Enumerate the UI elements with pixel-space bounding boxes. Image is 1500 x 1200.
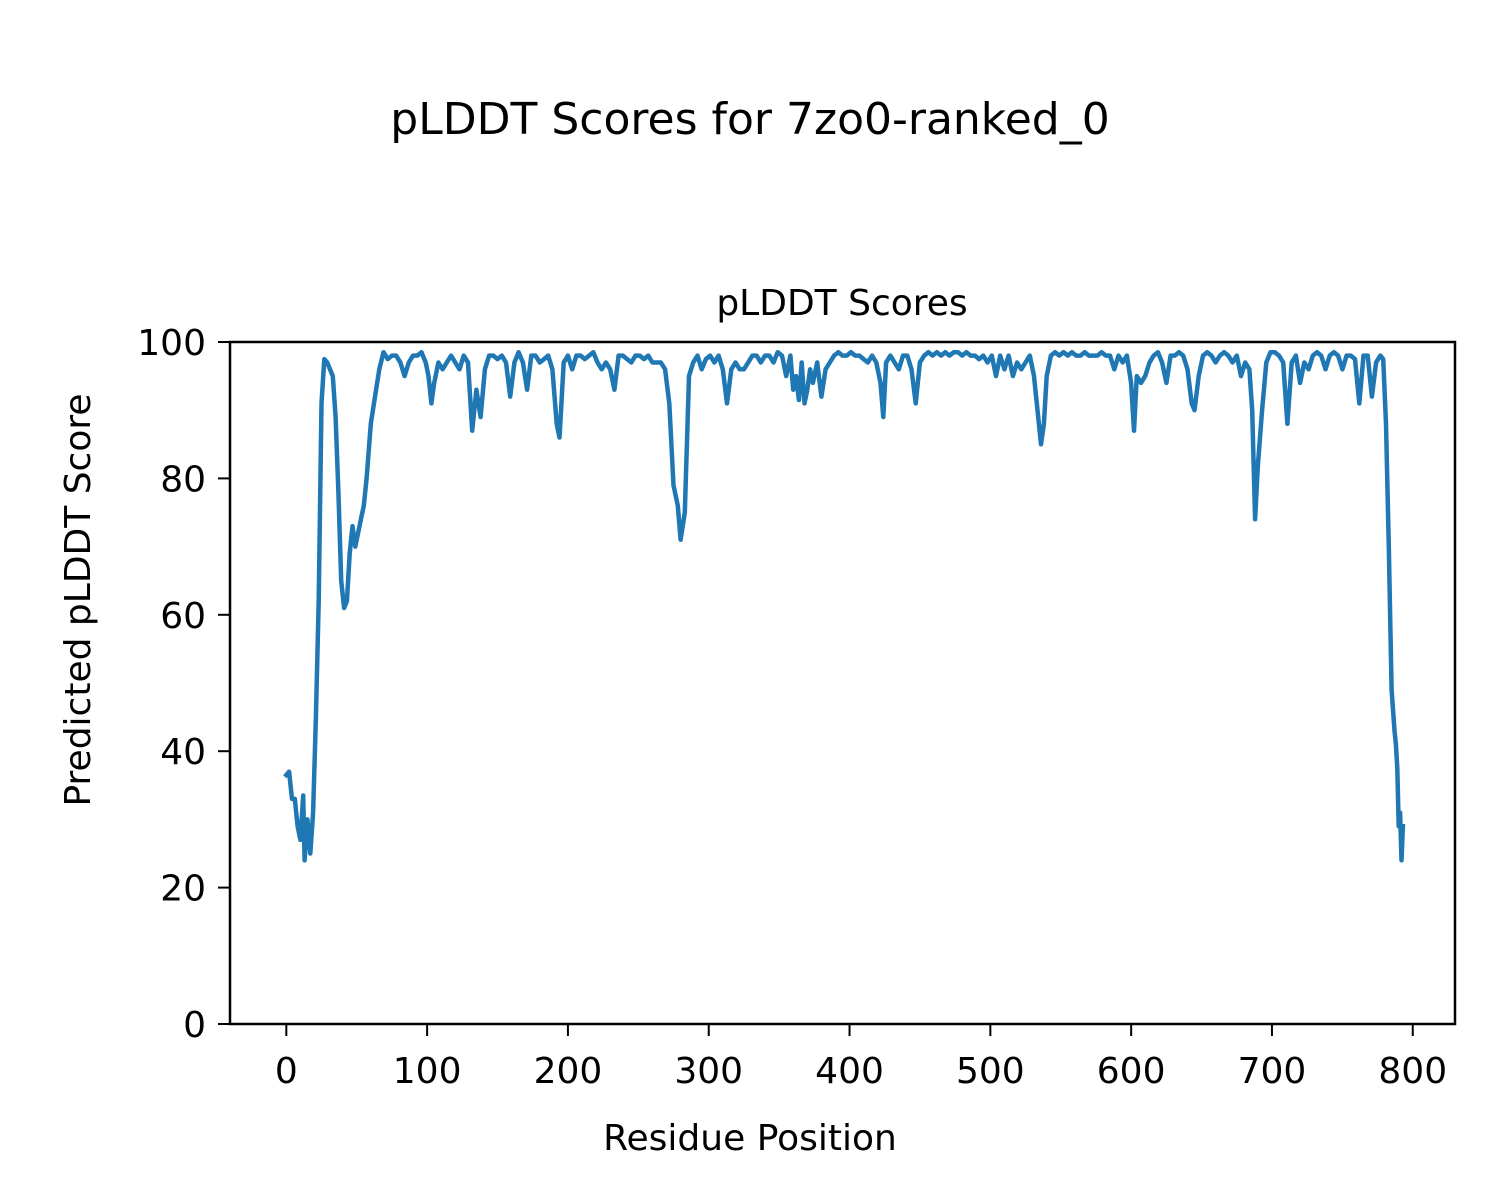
y-tick-label: 80 xyxy=(160,459,206,500)
x-tick-label: 800 xyxy=(1378,1051,1447,1092)
y-tick-label: 40 xyxy=(160,732,206,773)
y-tick-label: 20 xyxy=(160,869,206,910)
x-tick-label: 400 xyxy=(815,1051,884,1092)
y-tick-label: 0 xyxy=(183,1005,206,1046)
x-tick-label: 100 xyxy=(393,1051,462,1092)
chart-title: pLDDT Scores xyxy=(716,283,967,324)
plot-area xyxy=(283,349,1406,863)
x-tick-label: 0 xyxy=(275,1051,298,1092)
x-tick-label: 200 xyxy=(534,1051,603,1092)
x-tick-label: 700 xyxy=(1238,1051,1307,1092)
y-tick-label: 100 xyxy=(137,323,206,364)
x-tick-label: 500 xyxy=(956,1051,1025,1092)
x-tick-label: 600 xyxy=(1097,1051,1166,1092)
y-tick-label: 60 xyxy=(160,596,206,637)
y-axis-label: Predicted pLDDT Score xyxy=(58,393,99,806)
y-axis: 0 20 40 60 80 100 xyxy=(137,323,230,1046)
series-line-0 xyxy=(283,349,1406,863)
x-tick-label: 300 xyxy=(674,1051,743,1092)
x-axis-label: Residue Position xyxy=(603,1118,897,1159)
x-axis: 0 100 200 300 400 500 600 700 800 xyxy=(275,1024,1447,1092)
plot-frame xyxy=(228,340,1457,1026)
figure-suptitle: pLDDT Scores for 7zo0-ranked_0 xyxy=(390,94,1109,145)
